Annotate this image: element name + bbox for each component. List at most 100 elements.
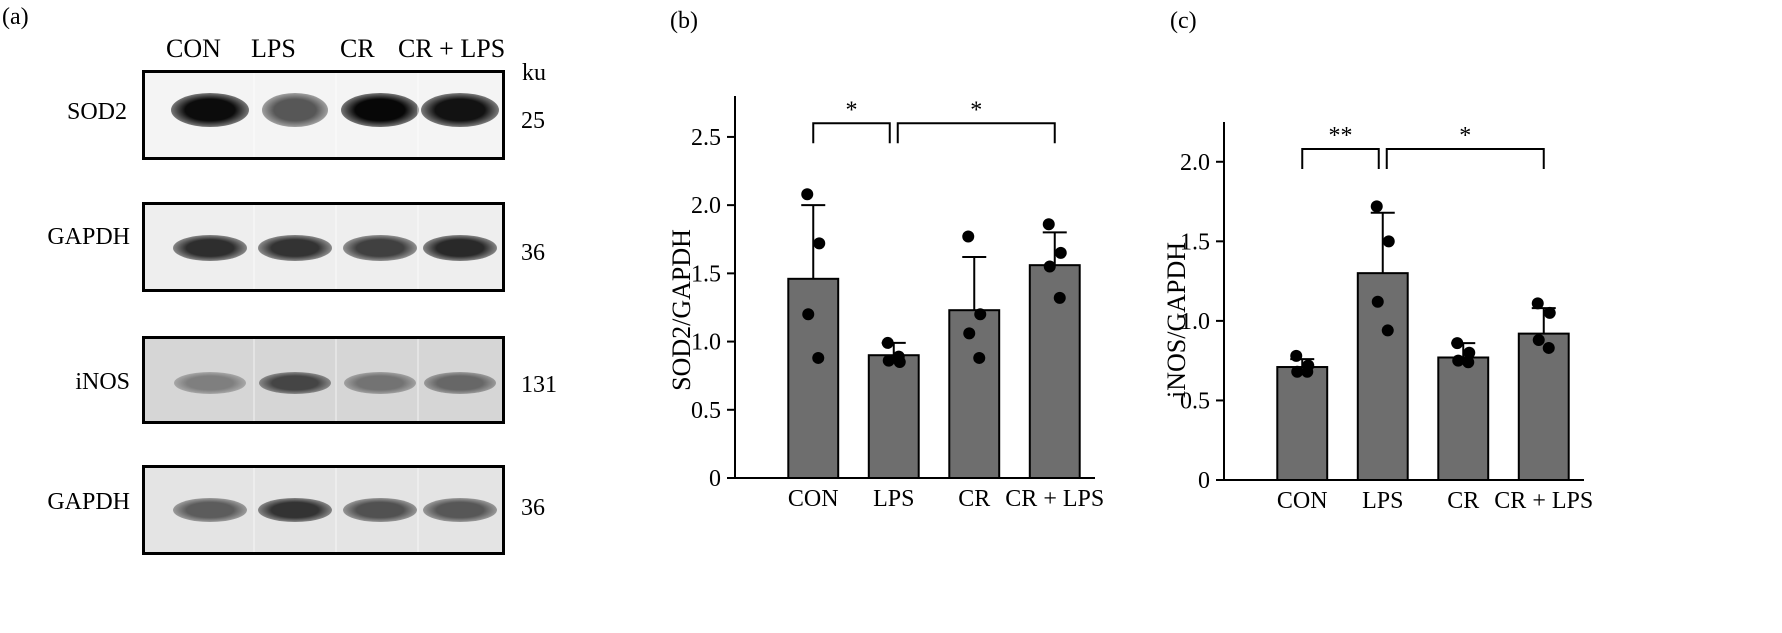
bar: [1437, 356, 1490, 481]
y-tick-label: 2.0: [1180, 150, 1210, 176]
x-tick-label: CR + LPS: [1494, 488, 1593, 514]
y-tick-label: 0: [709, 466, 721, 492]
blot-sod2: [142, 70, 505, 160]
lane-seam: [253, 205, 255, 289]
blot-band: [341, 93, 419, 127]
blot-band: [174, 372, 246, 394]
blot-label-gapdh-1: GAPDH: [47, 224, 130, 250]
significance-bracket: [896, 122, 1056, 144]
data-point: [1452, 354, 1465, 367]
size-label-gapdh-2: 36: [521, 495, 545, 521]
x-tick-label: LPS: [1362, 488, 1403, 514]
blot-label-gapdh-2: GAPDH: [47, 489, 130, 515]
data-point: [1381, 324, 1394, 337]
data-point: [1370, 200, 1383, 213]
data-point: [1463, 346, 1476, 359]
significance-bracket: [1385, 148, 1545, 170]
y-tick-label: 1.5: [1180, 229, 1210, 255]
panel-a-label: (a): [2, 4, 29, 30]
lane-seam: [335, 468, 337, 552]
blot-band: [343, 235, 417, 261]
lane-seam: [417, 468, 419, 552]
lane-label-lps: LPS: [251, 34, 296, 63]
x-tick-label: CR: [958, 486, 990, 512]
bar: [948, 309, 1001, 480]
lane-seam: [335, 339, 337, 421]
lane-seam: [417, 73, 419, 157]
significance-label: **: [1329, 123, 1353, 149]
data-point: [813, 237, 826, 250]
data-point: [801, 188, 814, 201]
data-point: [892, 350, 905, 363]
data-point: [1462, 356, 1475, 369]
blot-gapdh-2: [142, 465, 505, 555]
lane-seam: [253, 339, 255, 421]
size-label-sod2: 25: [521, 108, 545, 134]
blot-band: [423, 235, 497, 261]
y-tick-label: 0.5: [1180, 388, 1210, 414]
y-tick-label: 2.5: [691, 125, 721, 151]
x-tick-label: CR: [1447, 488, 1479, 514]
data-point: [1043, 260, 1056, 273]
blot-band: [421, 93, 499, 127]
blot-band: [258, 498, 332, 522]
lane-seam: [253, 73, 255, 157]
x-tick-label: CON: [788, 486, 839, 512]
bar: [787, 277, 840, 480]
blot-band: [173, 498, 247, 522]
data-point: [1543, 306, 1556, 319]
lane-seam: [335, 205, 337, 289]
significance-label: *: [1459, 123, 1471, 149]
significance-bracket: [1301, 148, 1380, 170]
y-tick-label: 0.5: [691, 398, 721, 424]
blot-band: [343, 498, 417, 522]
panel-label: (b): [670, 8, 698, 34]
y-axis-label: SOD2/GAPDH: [667, 229, 696, 391]
data-point: [1532, 333, 1545, 346]
lane-seam: [335, 73, 337, 157]
y-tick-label: 1.0: [1180, 309, 1210, 335]
blot-band: [258, 235, 332, 261]
data-point: [1291, 365, 1304, 378]
x-tick-label: CR + LPS: [1005, 486, 1104, 512]
lane-label-cr-lps: CR + LPS: [398, 34, 506, 63]
x-tick-label: LPS: [873, 486, 914, 512]
significance-label: *: [846, 97, 858, 123]
data-point: [802, 308, 815, 321]
data-point: [1451, 337, 1464, 350]
lane-seam: [417, 205, 419, 289]
significance-label: *: [970, 97, 982, 123]
blot-band: [259, 372, 331, 394]
y-tick-label: 1.5: [691, 261, 721, 287]
data-point: [882, 354, 895, 367]
blot-label-sod2: SOD2: [66, 99, 127, 125]
data-point: [812, 351, 825, 364]
data-point: [1053, 291, 1066, 304]
blot-band: [171, 93, 249, 127]
blot-band: [173, 235, 247, 261]
data-point: [962, 230, 975, 243]
data-point: [1301, 365, 1314, 378]
lane-label-cr: CR: [340, 34, 375, 63]
data-point: [1042, 218, 1055, 231]
data-point: [1371, 295, 1384, 308]
data-point: [973, 351, 986, 364]
panel-label: (c): [1170, 8, 1197, 34]
y-tick-label: 0: [1198, 468, 1210, 494]
unit-label: ku: [522, 60, 546, 86]
data-point: [963, 327, 976, 340]
size-label-gapdh-1: 36: [521, 240, 545, 266]
lane-seam: [253, 468, 255, 552]
blot-band: [424, 372, 496, 394]
blot-gapdh-1: [142, 202, 505, 292]
blot-inos: [142, 336, 505, 424]
data-point: [974, 308, 987, 321]
lane-label-con: CON: [166, 34, 221, 63]
data-point: [881, 336, 894, 349]
data-point: [1542, 341, 1555, 354]
data-point: [1290, 349, 1303, 362]
data-point: [1054, 246, 1067, 259]
x-tick-label: CON: [1277, 488, 1328, 514]
bar: [1517, 332, 1570, 481]
